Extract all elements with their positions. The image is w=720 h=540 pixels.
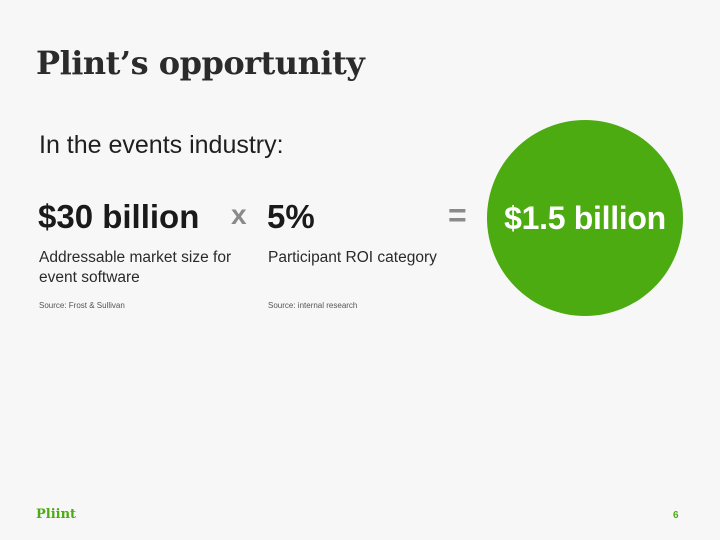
multiply-operator: x (231, 199, 247, 230)
market-size-value: $30 billion (38, 198, 200, 235)
roi-percentage-value: 5% (267, 198, 315, 235)
page-number: 6 (673, 510, 679, 521)
slide-title: Plint’s opportunity (36, 44, 365, 82)
roi-source: Source: internal research (268, 301, 358, 310)
market-size-description: Addressable market size for event softwa… (39, 249, 232, 286)
plint-logo: Pliint (36, 507, 77, 522)
intro-text: In the events industry: (39, 131, 284, 159)
result-value: $1.5 billion (504, 199, 666, 236)
result-circle: $1.5 billion (487, 120, 683, 316)
equals-operator: = (448, 197, 467, 233)
roi-description: Participant ROI category (268, 249, 437, 266)
market-size-source: Source: Frost & Sullivan (39, 301, 125, 310)
